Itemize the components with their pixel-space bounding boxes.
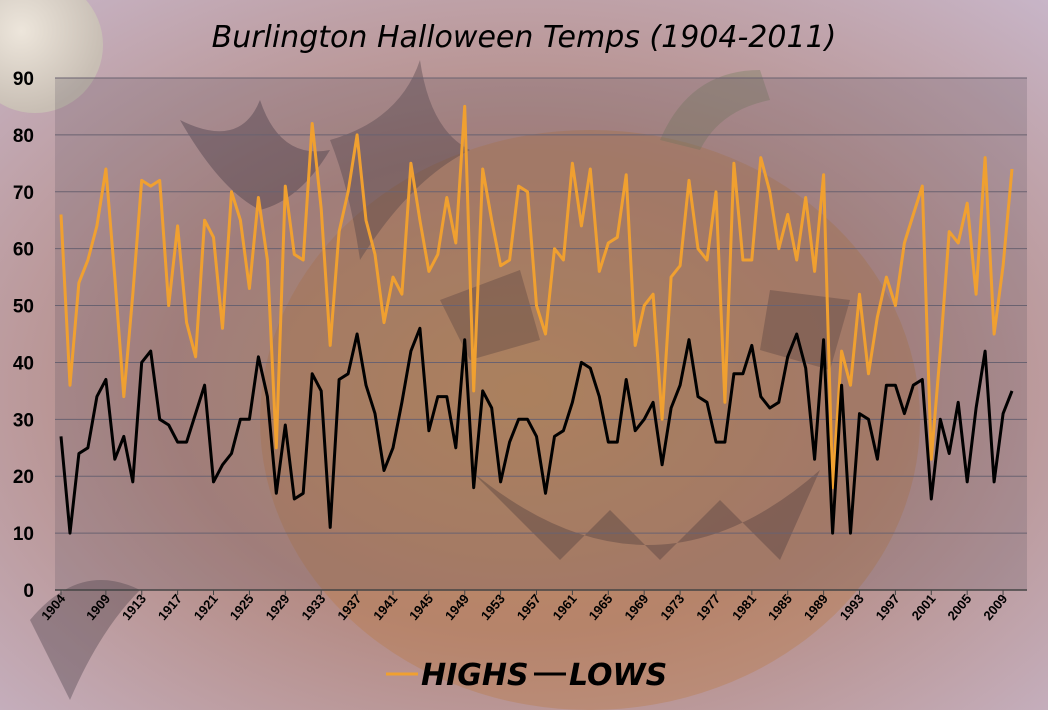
series-lines (59, 104, 1014, 535)
gridlines (55, 77, 1027, 591)
chart-title: Burlington Halloween Temps (1904-2011) (212, 20, 837, 55)
y-tick-label: 40 (13, 353, 34, 374)
plot-area (55, 78, 1027, 590)
legend-label-highs: HIGHS (421, 658, 529, 693)
y-tick-label: 50 (13, 297, 34, 318)
pumpkin-icon (260, 130, 920, 710)
y-tick-label: 70 (13, 183, 34, 204)
series-line-lows (59, 326, 1014, 535)
bat-icon-bottom (30, 580, 140, 700)
y-tick-label: 80 (13, 126, 34, 147)
pumpkin-eye-left-icon (440, 270, 540, 360)
moon-icon (0, 0, 103, 113)
y-axis-ticks: 0 10 20 30 40 50 60 70 80 90 (13, 69, 34, 602)
legend: HIGHS LOWS (386, 658, 667, 693)
y-tick-label: 20 (13, 467, 34, 488)
bat-icon (180, 100, 330, 210)
pumpkin-stem-icon (660, 70, 770, 150)
y-tick-label: 30 (13, 410, 34, 431)
pumpkin-mouth-icon (470, 470, 820, 560)
y-tick-label: 90 (13, 69, 34, 90)
legend-label-lows: LOWS (569, 658, 667, 693)
series-line-highs (59, 104, 1014, 490)
y-tick-label: 60 (13, 240, 34, 261)
y-tick-label: 0 (23, 581, 34, 602)
y-tick-label: 10 (13, 524, 34, 545)
